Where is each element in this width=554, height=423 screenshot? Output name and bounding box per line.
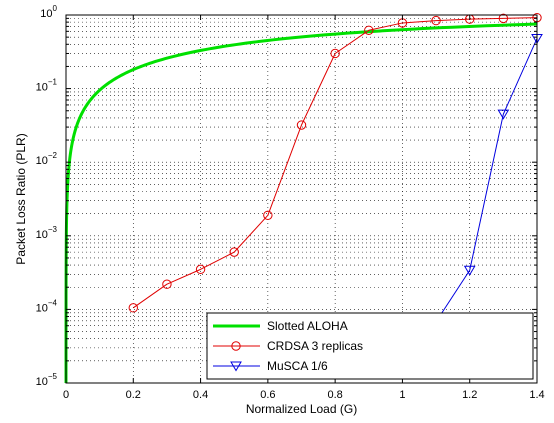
legend-item-crdsa-3-replicas: CRDSA 3 replicas [213,339,363,353]
data-point-crdsa-3-replicas [498,13,509,24]
x-tick-label: 1 [399,389,405,401]
data-point-musca-1-6 [497,109,510,120]
y-tick-label: 10−3 [36,225,58,241]
x-tick-label: 1.4 [529,389,544,401]
data-point-crdsa-3-replicas [431,15,441,26]
y-tick-label: 100 [40,4,57,20]
x-axis-label: Normalized Load (G) [246,402,357,416]
data-point-crdsa-3-replicas [296,120,307,130]
y-tick-label: 10−2 [36,151,58,167]
y-tick-label: 10−5 [36,372,58,388]
y-tick-label: 10−1 [36,78,58,94]
axis-ticks [65,14,538,384]
legend-label-slotted-aloha: Slotted ALOHA [267,319,348,333]
data-point-musca-1-6 [463,265,476,276]
legend-swatch-crdsa-3-replicas [213,341,260,351]
x-tick-label: 0.2 [126,389,141,401]
x-tick-label: 0.6 [260,389,275,401]
data-point-crdsa-3-replicas [263,210,273,220]
data-point-crdsa-3-replicas [162,279,172,289]
x-tick-label: 1.2 [462,389,477,401]
legend-marker [231,341,241,351]
data-point-crdsa-3-replicas [330,48,340,59]
y-axis-label: Packet Loss Ratio (PLR) [14,133,28,264]
series-line-musca-1-6 [435,38,538,323]
legend: Slotted ALOHA CRDSA 3 replicas MuSCA 1/6 [206,312,534,380]
legend-label-musca-1-6: MuSCA 1/6 [267,359,328,373]
x-tick-label: 0.8 [327,389,342,401]
y-tick-label: 10−4 [36,298,58,314]
x-tick-label: 0 [63,389,69,401]
legend-item-musca-1-6: MuSCA 1/6 [213,359,328,373]
legend-label-crdsa-3-replicas: CRDSA 3 replicas [267,339,363,353]
data-point-crdsa-3-replicas [229,247,239,257]
legend-marker [230,361,242,372]
data-point-crdsa-3-replicas [364,25,374,35]
legend-box [206,312,534,380]
x-tick-label: 0.4 [193,389,208,401]
legend-item-slotted-aloha: Slotted ALOHA [213,319,348,333]
data-point-crdsa-3-replicas [128,303,138,313]
legend-swatch-musca-1-6 [213,361,260,372]
data-point-crdsa-3-replicas [195,264,206,275]
plot-frame [65,14,538,384]
tick-labels: 0 0.2 0.4 0.6 0.8 1 1.2 1.4 100 10−1 10−2 10−3 10−4 1… [36,4,545,401]
